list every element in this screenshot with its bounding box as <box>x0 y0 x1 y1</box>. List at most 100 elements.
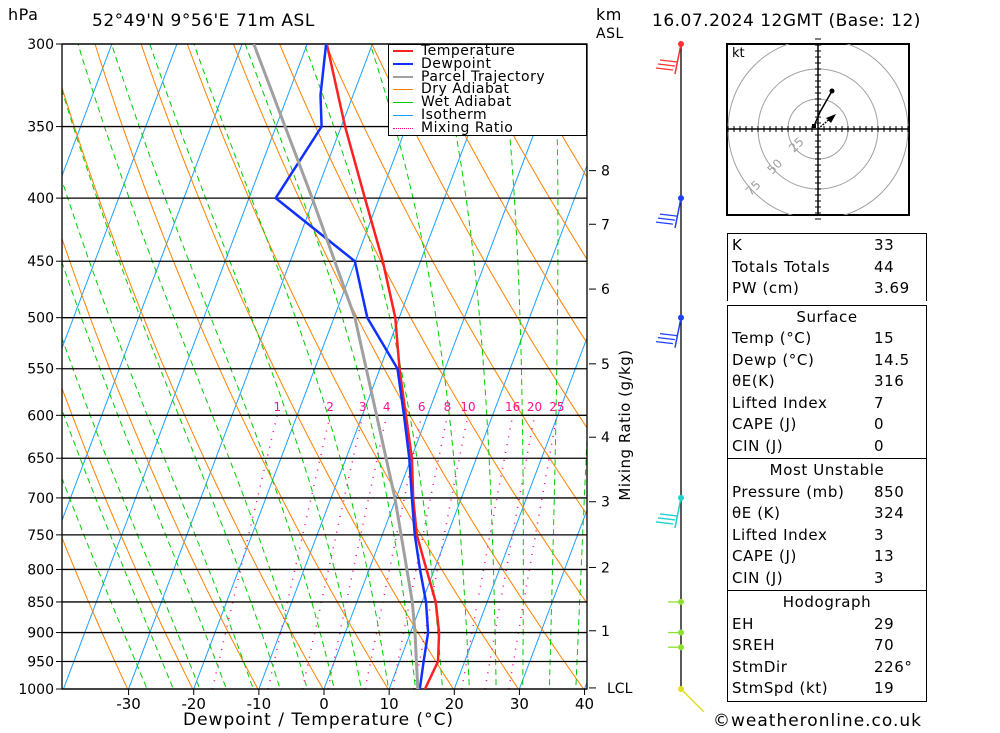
wind-barb-shaft <box>674 197 682 229</box>
index-label: Totals Totals <box>732 257 831 276</box>
pressure-tick-label: 800 <box>27 562 54 578</box>
wind-barb-shaft <box>674 497 682 529</box>
legend-label: Parcel Trajectory <box>421 68 546 85</box>
temp-tick-label: 40 <box>575 695 594 713</box>
most-unstable-indices: Most Unstable Pressure (mb) 850 θE (K) 324 Li… <box>727 458 927 590</box>
section-title: Surface <box>796 307 858 326</box>
mixing-ratio-axis-title: Mixing Ratio (g/kg) <box>616 349 634 501</box>
mixing-ratio-label: 1 <box>273 400 281 414</box>
hodograph-indices: Hodograph EH 29 SREH 70 StmDir 226° StmSpd (kt)… <box>727 590 927 702</box>
wind-barb <box>655 494 684 529</box>
isotherm-line <box>62 44 113 178</box>
index-row: StmDir 226° <box>728 657 926 679</box>
index-row: EH 29 <box>728 614 926 636</box>
index-label: CAPE (J) <box>732 415 797 433</box>
legend-item: Dry Adiabat <box>389 83 586 96</box>
legend-label: Temperature <box>421 43 516 59</box>
parcel-trajectory-line <box>252 44 420 689</box>
pressure-tick-label: 950 <box>27 655 54 671</box>
index-value: 3.69 <box>874 279 910 297</box>
wind-barb-flag <box>659 59 678 63</box>
dry-adiabat-line <box>94 44 389 689</box>
index-value: 3 <box>874 525 885 544</box>
mixing-ratio-label: 16 <box>505 400 520 414</box>
index-value: 29 <box>874 614 895 633</box>
pressure-tick-label: 350 <box>27 120 54 136</box>
km-tick-label: 4 <box>601 430 610 446</box>
wind-barb <box>655 195 684 229</box>
legend-item: Wet Adiabat <box>389 95 586 109</box>
wind-barb-flag <box>657 517 676 521</box>
index-row: Pressure (mb) 850 <box>728 482 926 504</box>
wet-adiabat-line <box>149 44 362 689</box>
legend-item: Temperature <box>389 43 586 59</box>
wet-adiabat-line <box>62 260 227 689</box>
copyright[interactable]: ©weatheronline.co.uk <box>713 711 923 731</box>
pressure-tick-label: 750 <box>27 528 54 544</box>
index-row: CAPE (J) 13 <box>728 546 926 568</box>
index-value: 316 <box>874 372 905 390</box>
mixing-ratio-line <box>508 415 558 689</box>
date-title: 16.07.2024 12GMT (Base: 12) <box>652 11 921 31</box>
pressure-tick-label: 600 <box>27 408 54 424</box>
wind-barb <box>655 41 684 75</box>
legend-item: Isotherm <box>389 108 586 122</box>
general-indices: K 33 Totals Totals 44 PW (cm) 3.69 <box>727 233 927 301</box>
mixing-ratio-label: 8 <box>444 400 452 414</box>
index-value: 33 <box>874 236 895 254</box>
index-value: 19 <box>874 679 895 697</box>
index-value: 14.5 <box>874 350 910 369</box>
index-value: 0 <box>874 436 885 455</box>
legend-label: Mixing Ratio <box>421 119 514 136</box>
index-label: SREH <box>732 636 776 654</box>
index-label: StmDir <box>732 657 788 676</box>
km-label: km <box>596 5 622 24</box>
wind-barb-flag <box>659 513 678 517</box>
isotherm-line <box>518 508 587 689</box>
x-axis-title: Dewpoint / Temperature (°C) <box>183 710 455 730</box>
dry-adiabat-line <box>62 386 194 689</box>
wet-adiabat-line <box>111 44 335 689</box>
index-row: Lifted Index 3 <box>728 525 926 547</box>
index-row: SREH 70 <box>728 635 926 657</box>
pressure-tick-label: 850 <box>27 595 54 611</box>
surface-indices: Surface Temp (°C) 15 Dewp (°C) 14.5 θE(K) 316 L… <box>727 304 927 458</box>
index-value: 3 <box>874 568 885 587</box>
legend-swatch <box>393 127 413 129</box>
wet-adiabat-line <box>499 44 524 689</box>
index-row: PW (cm) 3.69 <box>728 278 926 300</box>
km-tick-label: 5 <box>601 357 610 373</box>
wet-adiabat-line <box>193 44 390 689</box>
index-label: Lifted Index <box>732 525 828 544</box>
index-row: Totals Totals 44 <box>728 257 926 279</box>
isotherm-line <box>453 336 587 689</box>
wet-adiabat-line <box>575 428 587 689</box>
mixing-ratio-line <box>267 415 331 689</box>
wind-barb-flag <box>657 217 676 221</box>
km-tick-label: 3 <box>601 495 610 511</box>
km-tick-label: 6 <box>601 282 610 298</box>
km-tick-label: 8 <box>601 164 610 180</box>
section-title: Most Unstable <box>769 461 885 479</box>
legend-item: Dewpoint <box>389 57 586 71</box>
index-value: 44 <box>874 257 895 276</box>
index-label: Dewp (°C) <box>732 350 815 369</box>
index-label: PW (cm) <box>732 279 800 297</box>
temperature-line <box>325 44 441 689</box>
dry-adiabat-line <box>62 85 324 689</box>
index-row: Dewp (°C) 14.5 <box>728 350 926 372</box>
wind-barb-shaft <box>674 317 682 348</box>
index-value: 226° <box>874 657 913 676</box>
asl-label: ASL <box>596 26 624 42</box>
legend-item: Mixing Ratio <box>389 119 586 136</box>
index-value: 15 <box>874 329 895 347</box>
mixing-ratio-label: 3 <box>359 400 367 414</box>
index-label: CAPE (J) <box>732 547 797 565</box>
legend-label: Dry Adiabat <box>421 81 510 98</box>
km-tick-label: 2 <box>601 560 610 576</box>
hodograph-trace <box>813 90 833 127</box>
dry-adiabat-line <box>62 536 129 689</box>
index-label: Lifted Index <box>732 393 828 412</box>
wind-barb-shaft <box>674 43 682 75</box>
